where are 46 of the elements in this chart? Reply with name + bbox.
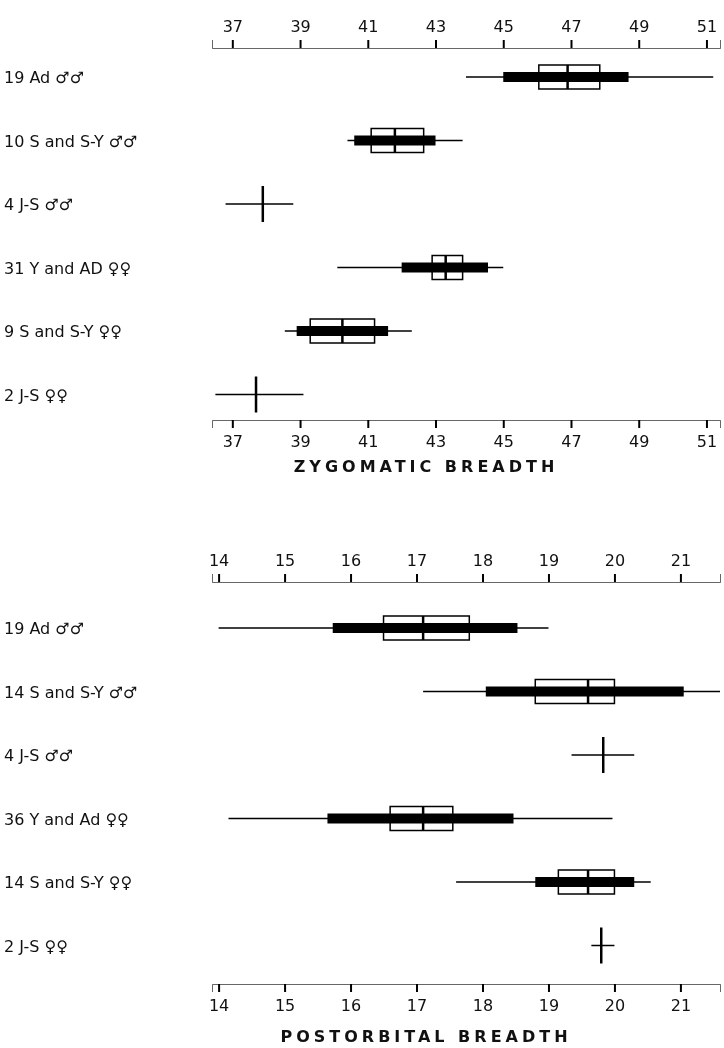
x-tick-label: 39: [290, 432, 311, 452]
x-tick-label: 37: [222, 432, 243, 452]
x-axis-title: ZYGOMATIC BREADTH: [293, 457, 559, 476]
y-tick-label: 31 Y and AD ♀♀: [4, 258, 132, 278]
x-tick-label: 49: [629, 432, 650, 452]
x-tick-label: 18: [472, 996, 494, 1016]
x-tick-label: 51: [696, 432, 718, 452]
x2-tick-label: 21: [670, 551, 692, 570]
x2-tick-label: 39: [290, 17, 311, 36]
y-tick-label: 36 Y and Ad ♀♀: [4, 809, 129, 829]
x-tick-label: 45: [493, 432, 514, 452]
y-tick-label: 2 J-S ♀♀: [4, 385, 68, 405]
y-tick-label: 4 J-S ♂♂: [4, 195, 74, 214]
x-tick-label: 15: [274, 996, 296, 1016]
y-tick-label: 4 J-S ♂♂: [4, 746, 74, 765]
x2-tick-label: 17: [406, 551, 428, 570]
x2-tick-label: 18: [472, 551, 494, 570]
x-axis-title: POSTORBITAL BREADTH: [280, 1027, 572, 1046]
x2-tick-label: 47: [561, 17, 582, 36]
y-tick-label: 2 J-S ♀♀: [4, 936, 68, 956]
x2-tick-label: 37: [222, 17, 243, 36]
y-tick-label: 14 S and S-Y ♂♂: [4, 682, 138, 702]
x2-tick-label: 51: [696, 17, 718, 36]
x2-tick-label: 14: [208, 551, 230, 570]
x2-tick-label: 16: [340, 551, 362, 570]
y-tick-label: 9 S and S-Y ♀♀: [4, 322, 123, 341]
x-tick-label: 47: [561, 432, 582, 452]
x2-tick-label: 20: [604, 551, 626, 570]
x-tick-label: 14: [208, 996, 230, 1016]
x2-tick-label: 15: [274, 551, 296, 570]
x-tick-label: 16: [340, 996, 362, 1016]
x-tick-label: 20: [604, 996, 626, 1016]
x-tick-label: 43: [425, 432, 447, 452]
x2-tick-label: 45: [493, 17, 514, 36]
y-tick-label: 14 S and S-Y ♀♀: [4, 873, 133, 892]
x-tick-label: 21: [670, 996, 692, 1016]
x2-tick-label: 43: [425, 17, 447, 36]
x2-tick-label: 19: [538, 551, 560, 570]
x-tick-label: 41: [358, 432, 379, 452]
y-tick-label: 19 Ad ♂♂: [4, 68, 85, 87]
x2-tick-label: 41: [358, 17, 379, 36]
x2-tick-label: 49: [629, 17, 650, 36]
y-tick-label: 19 Ad ♂♂: [4, 619, 85, 638]
y-tick-label: 10 S and S-Y ♂♂: [4, 131, 138, 151]
x-tick-label: 17: [406, 996, 428, 1016]
x-tick-label: 19: [538, 996, 560, 1016]
